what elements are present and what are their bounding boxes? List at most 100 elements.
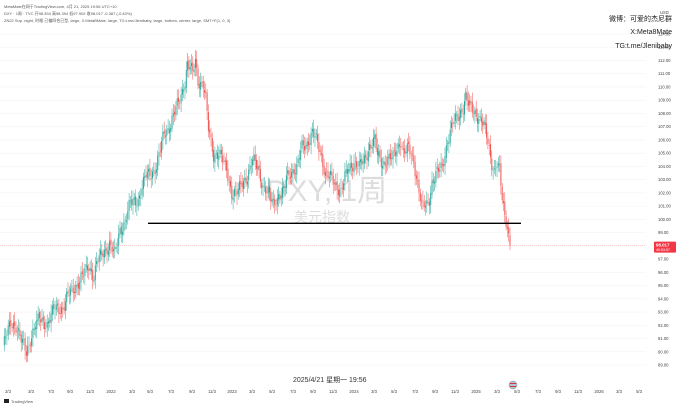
candle-body: [348, 169, 350, 173]
candle-body: [131, 199, 133, 205]
candle-body: [258, 165, 260, 170]
candle-body: [252, 159, 254, 166]
candle-body: [249, 165, 251, 171]
candle-body: [347, 169, 348, 174]
time-tick-label: 3/3: [494, 389, 500, 394]
candle-body: [61, 307, 62, 314]
candle-body: [66, 292, 68, 303]
price-tick-label: 109.00: [658, 98, 671, 103]
candle-body: [470, 101, 472, 104]
candle-body: [59, 312, 61, 314]
candle-body: [180, 94, 182, 103]
candle-body: [388, 153, 390, 159]
candle-body: [321, 153, 322, 155]
candle-body: [401, 146, 403, 147]
candle-body: [207, 112, 209, 132]
candle-body: [439, 169, 441, 172]
price-tick-label: 100.00: [658, 217, 671, 222]
candle-body: [332, 176, 334, 185]
candle-body: [254, 154, 256, 161]
candle-body: [98, 255, 100, 263]
candle-body: [423, 201, 425, 208]
candle-body: [232, 197, 234, 201]
candle-body: [444, 156, 446, 166]
candle-body: [269, 186, 270, 193]
candle-body: [46, 321, 48, 328]
candle-body: [413, 155, 415, 163]
candle-body: [157, 155, 159, 171]
tradingview-logo: [4, 399, 9, 403]
candle-body: [118, 234, 120, 247]
candle-body: [12, 322, 14, 329]
candle-body: [19, 329, 21, 336]
price-tick-label: 108.00: [658, 111, 671, 116]
candle-body: [313, 128, 315, 137]
candle-body: [426, 200, 428, 205]
candle-body: [162, 131, 164, 141]
candle-body: [140, 196, 142, 198]
candle-body: [28, 343, 30, 345]
candle-body: [464, 101, 465, 115]
candle-body: [466, 92, 468, 102]
candle-body: [272, 198, 274, 200]
time-tick-label: 11/3: [574, 389, 583, 394]
candle-body: [405, 151, 407, 154]
candle-body: [427, 201, 429, 203]
candle-body: [145, 174, 147, 178]
candle-body: [97, 262, 99, 264]
candle-body: [292, 169, 294, 173]
candle-body: [194, 58, 196, 69]
candle-body: [295, 173, 296, 174]
candle-body: [462, 113, 464, 115]
candle-body: [215, 153, 217, 155]
candle-body: [32, 328, 34, 338]
candle-body: [396, 150, 398, 157]
candle-body: [298, 158, 300, 159]
candle-body: [306, 141, 308, 147]
candle-body: [279, 194, 281, 199]
candle-body: [369, 144, 371, 150]
candle-body: [48, 321, 49, 324]
candle-body: [210, 133, 212, 138]
time-tick-label: 5/3: [636, 389, 642, 394]
candle-body: [486, 123, 488, 138]
flag-icon-circle: [508, 380, 518, 390]
candle-body: [425, 205, 426, 208]
price-tick-label: 105.00: [658, 151, 671, 156]
candle-body: [10, 319, 12, 327]
candle-body: [323, 165, 325, 175]
candle-body: [477, 117, 478, 124]
candle-body: [478, 119, 480, 124]
candle-body: [360, 159, 361, 163]
grid: [0, 33, 646, 366]
candle-body: [418, 179, 420, 193]
candle-body: [44, 322, 46, 330]
price-tick-label: 103.00: [658, 177, 671, 182]
candle-body: [198, 83, 200, 89]
candle-body: [341, 188, 343, 190]
candle-body: [166, 129, 168, 136]
candle-body: [435, 170, 437, 183]
price-tick-label: 97.00: [658, 257, 669, 262]
candle-body: [370, 144, 372, 149]
candle-body: [72, 287, 74, 294]
candle-body: [77, 283, 79, 289]
candle-body: [85, 264, 87, 268]
candle-body: [102, 253, 104, 258]
candle-body: [430, 193, 432, 206]
time-tick-label: 5/3: [391, 389, 397, 394]
header-line-1: MetaMate在网于TradingView.com, 4月 21, 2025 …: [4, 4, 117, 9]
candle-body: [410, 154, 412, 156]
candle-body: [122, 231, 124, 236]
candle-body: [101, 251, 103, 256]
candle-body: [176, 98, 178, 106]
candle-body: [248, 169, 250, 181]
candle-body: [310, 132, 312, 146]
candle-body: [412, 153, 413, 155]
candle-body: [114, 247, 116, 250]
candle-body: [496, 166, 498, 168]
time-tick-label: 9/3: [432, 389, 438, 394]
candle-body: [193, 69, 195, 73]
overlay-x: X:Meta8Mate: [630, 29, 672, 36]
last-price-value: 98.017: [656, 243, 670, 248]
